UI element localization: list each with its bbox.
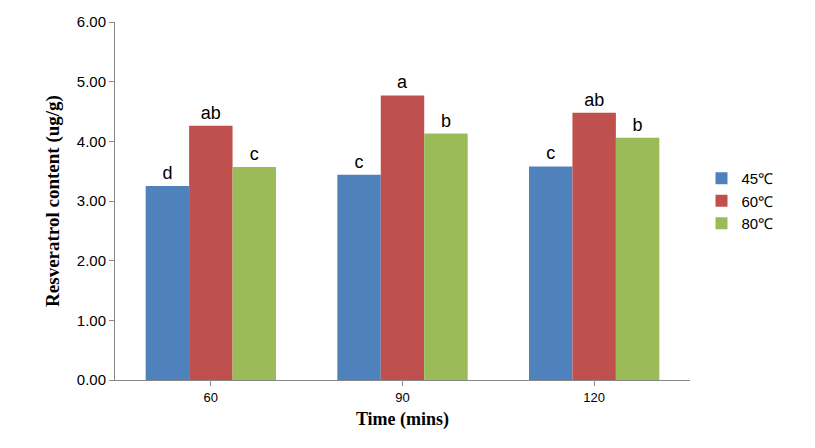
svg-text:6.00: 6.00: [77, 13, 106, 30]
svg-text:b: b: [441, 111, 451, 131]
svg-text:a: a: [397, 72, 408, 92]
svg-text:d: d: [162, 163, 172, 183]
svg-text:90: 90: [395, 390, 409, 405]
svg-text:ab: ab: [201, 103, 221, 123]
svg-text:45℃: 45℃: [742, 170, 774, 187]
svg-text:120: 120: [583, 390, 605, 405]
svg-text:1.00: 1.00: [77, 312, 106, 329]
svg-text:c: c: [250, 144, 259, 164]
svg-text:5.00: 5.00: [77, 73, 106, 90]
svg-text:2.00: 2.00: [77, 252, 106, 269]
svg-text:ab: ab: [584, 90, 604, 110]
svg-text:b: b: [633, 115, 643, 135]
svg-text:60: 60: [204, 390, 218, 405]
svg-text:Resveratrol content (ug/g): Resveratrol content (ug/g): [42, 95, 64, 307]
svg-text:80℃: 80℃: [742, 215, 774, 232]
svg-text:4.00: 4.00: [77, 133, 106, 150]
svg-text:60℃: 60℃: [742, 193, 774, 210]
svg-text:Time (mins): Time (mins): [356, 409, 449, 430]
svg-text:0.00: 0.00: [77, 371, 106, 388]
svg-text:c: c: [546, 143, 555, 163]
svg-text:c: c: [355, 152, 364, 172]
svg-text:3.00: 3.00: [77, 192, 106, 209]
